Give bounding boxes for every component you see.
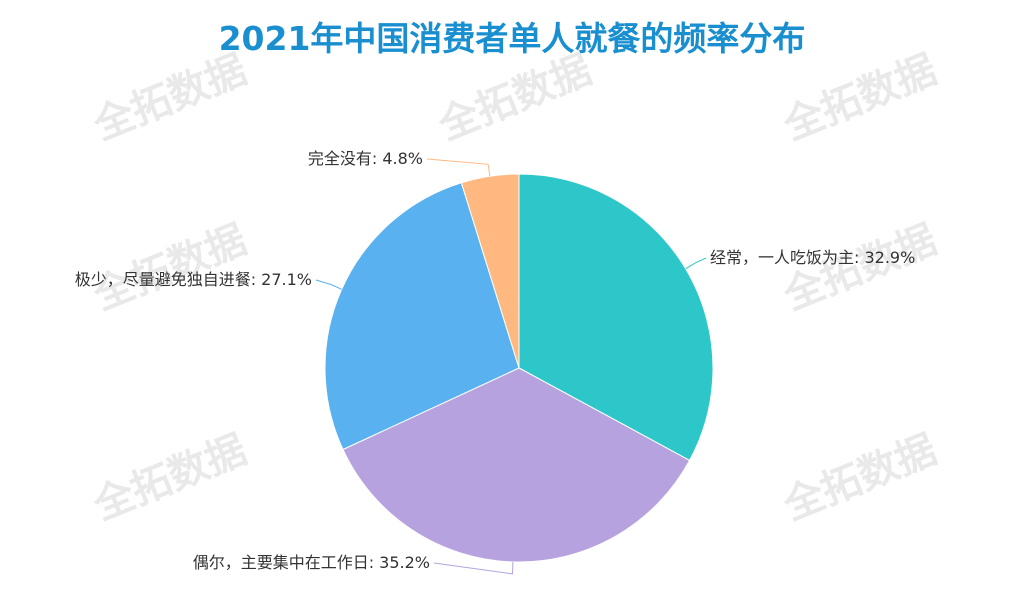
slice-label: 极少，尽量避免独自进餐: 27.1%	[75, 270, 312, 289]
label-leader-line	[685, 257, 707, 270]
slice-label: 完全没有: 4.8%	[308, 149, 423, 168]
watermark-text: 全拓数据	[776, 47, 943, 150]
watermark-text: 全拓数据	[431, 47, 598, 150]
label-leader-line	[433, 561, 514, 575]
label-leader-line	[426, 158, 491, 177]
chart-title: 2021年中国消费者单人就餐的频率分布	[219, 19, 806, 58]
label-leader-line	[315, 279, 342, 290]
watermark-text: 全拓数据	[86, 47, 253, 150]
watermark-text: 全拓数据	[86, 217, 253, 320]
label-leader-lines	[315, 158, 707, 575]
pie-slice[interactable]	[324, 182, 520, 451]
pie-slice[interactable]	[342, 367, 691, 563]
slice-labels: 经常，一人吃饭为主: 32.9% 偶尔，主要集中在工作日: 35.2% 极少，尽量避…	[75, 149, 916, 572]
pie-slice[interactable]	[518, 173, 714, 462]
watermark-text: 全拓数据	[776, 427, 943, 530]
slice-label: 经常，一人吃饭为主: 32.9%	[710, 248, 915, 267]
pie-slices	[324, 173, 714, 563]
slice-label: 偶尔，主要集中在工作日: 35.2%	[193, 553, 430, 572]
watermark-text: 全拓数据	[86, 427, 253, 530]
watermark-text: 全拓数据	[776, 217, 943, 320]
